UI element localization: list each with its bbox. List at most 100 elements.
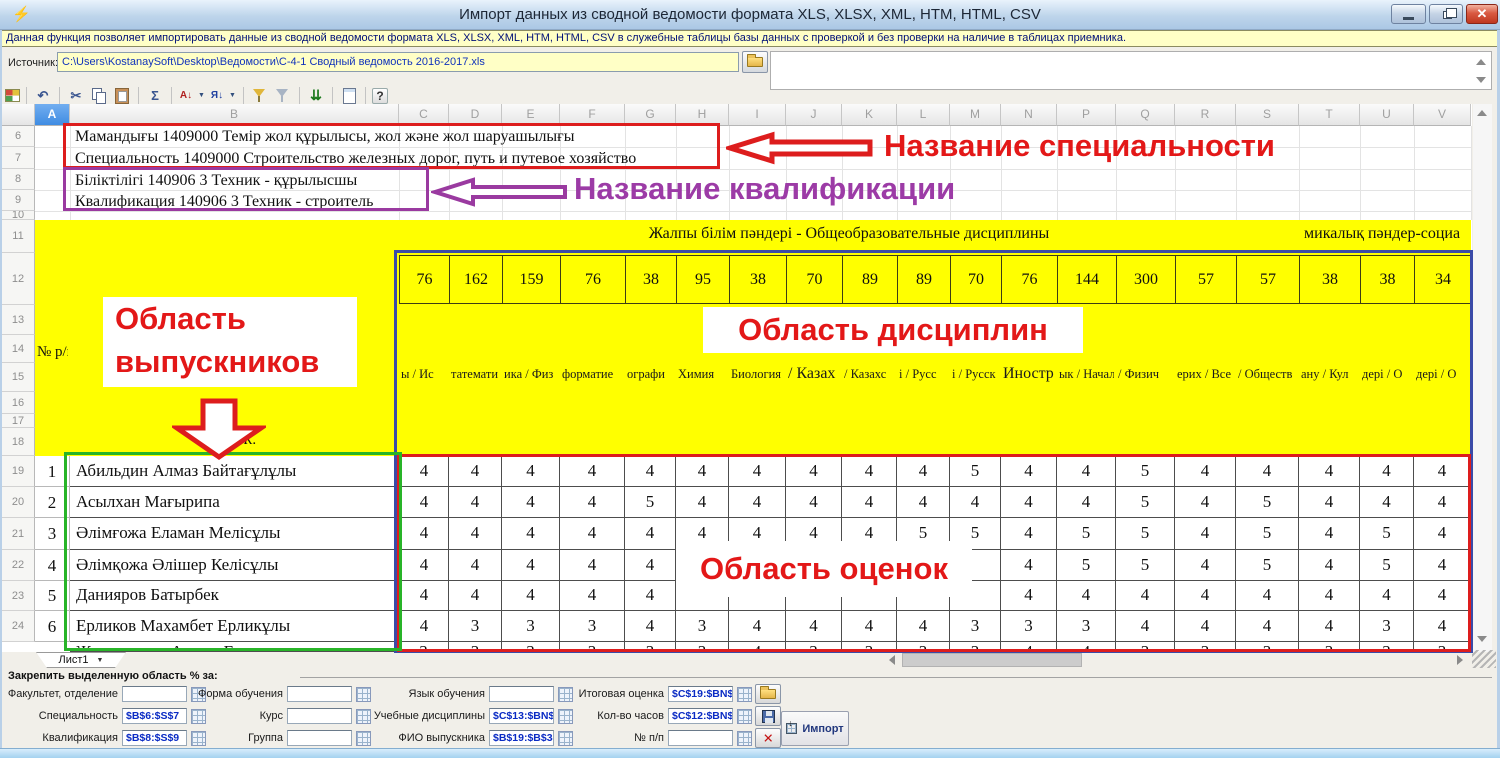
discipline-cell[interactable]: / Обществ <box>1238 367 1293 381</box>
grade-cell[interactable]: 4 <box>786 611 842 642</box>
close-button[interactable]: ✕ <box>1466 4 1498 24</box>
qualification-row-kz[interactable]: Біліктілігі 140906 3 Техник - құрылысшы <box>75 172 358 189</box>
discipline-cell[interactable]: / Казахс <box>844 367 887 381</box>
sheet-tab[interactable]: Лист1 ▼ <box>36 652 126 668</box>
grade-cell[interactable]: 3 <box>449 611 502 642</box>
column-header[interactable]: V <box>1414 104 1471 126</box>
grade-cell[interactable]: 4 <box>560 456 625 487</box>
row-header[interactable]: 15 <box>2 363 35 392</box>
column-header[interactable]: Q <box>1116 104 1175 126</box>
hours-cell[interactable]: 76 <box>560 255 626 304</box>
row-header[interactable]: 20 <box>2 487 35 518</box>
discipline-cell[interactable]: ану / Кул <box>1301 367 1349 381</box>
sort-desc-caret-icon[interactable]: ▼ <box>229 92 236 99</box>
column-header[interactable]: S <box>1236 104 1299 126</box>
paste-icon[interactable] <box>112 87 132 105</box>
grade-cell[interactable]: 4 <box>1236 581 1299 611</box>
grade-cell[interactable]: 4 <box>502 456 560 487</box>
grade-cell[interactable]: 4 <box>1001 518 1057 550</box>
v-scrollbar[interactable] <box>1473 104 1492 652</box>
grade-cell[interactable]: 4 <box>502 518 560 550</box>
specialty-row-ru[interactable]: Специальность 1409000 Строительство желе… <box>75 150 637 167</box>
h-scrollbar-thumb[interactable] <box>902 653 1082 667</box>
grade-cell[interactable]: 4 <box>1360 487 1414 518</box>
column-header[interactable]: N <box>1001 104 1057 126</box>
grade-cell[interactable]: 5 <box>1116 518 1175 550</box>
grade-cell[interactable]: 4 <box>1299 518 1360 550</box>
row-header[interactable]: 13 <box>2 305 35 335</box>
grade-cell[interactable]: 4 <box>729 456 786 487</box>
restore-button[interactable] <box>1429 4 1463 24</box>
comment-scroll-up-icon[interactable] <box>1473 55 1489 69</box>
discipline-cell[interactable]: дері / О <box>1362 367 1403 381</box>
grade-cell[interactable]: 4 <box>786 456 842 487</box>
grade-cell[interactable] <box>950 581 1001 611</box>
column-header[interactable]: P <box>1057 104 1116 126</box>
grade-cell[interactable]: 5 <box>1360 550 1414 581</box>
grade-cell[interactable]: 4 <box>1175 518 1236 550</box>
grade-cell[interactable]: 4 <box>786 487 842 518</box>
grade-cell[interactable]: 3 <box>1360 611 1414 642</box>
field-input[interactable]: $B$8:$S$9 <box>122 730 187 746</box>
row-header[interactable]: 18 <box>2 428 35 456</box>
export-excel-icon[interactable]: ⇊ <box>310 87 322 103</box>
student-name-cell[interactable]: Данияров Батырбек <box>70 581 399 611</box>
discipline-cell[interactable]: татемати <box>451 367 499 381</box>
grade-cell[interactable]: 4 <box>625 550 676 581</box>
grade-cell[interactable]: 4 <box>1299 487 1360 518</box>
grade-cell[interactable]: 4 <box>1001 487 1057 518</box>
grade-cell[interactable]: 4 <box>897 487 950 518</box>
grade-cell[interactable]: 4 <box>1360 456 1414 487</box>
grade-cell[interactable]: 4 <box>842 456 897 487</box>
comment-box[interactable] <box>770 51 1492 90</box>
grade-cell[interactable]: 4 <box>1057 456 1116 487</box>
grade-cell[interactable]: 3 <box>950 611 1001 642</box>
hours-cell[interactable]: 70 <box>786 255 843 304</box>
scroll-up-icon[interactable] <box>1474 106 1490 120</box>
row-header[interactable]: 14 <box>2 335 35 363</box>
column-header[interactable]: U <box>1360 104 1414 126</box>
grade-cell[interactable]: 4 <box>1175 487 1236 518</box>
row-header[interactable]: 19 <box>2 456 35 487</box>
grade-cell[interactable]: 3 <box>676 611 729 642</box>
range-picker-icon[interactable] <box>737 687 752 702</box>
column-header[interactable]: J <box>786 104 842 126</box>
scroll-left-icon[interactable] <box>884 653 900 667</box>
grade-cell[interactable]: 5 <box>1057 518 1116 550</box>
grade-cell[interactable]: 5 <box>1236 550 1299 581</box>
grade-cell[interactable]: 4 <box>1299 550 1360 581</box>
grade-cell[interactable]: 4 <box>1299 581 1360 611</box>
grade-cell[interactable]: 4 <box>1001 456 1057 487</box>
column-header[interactable]: R <box>1175 104 1236 126</box>
row-header[interactable]: 16 <box>2 392 35 414</box>
student-name-cell[interactable]: Жумагелдин Акжол Ержанулы <box>70 642 399 652</box>
browse-folder-button[interactable] <box>742 51 768 73</box>
grade-cell[interactable]: 4 <box>625 456 676 487</box>
grade-cell[interactable]: 4 <box>897 611 950 642</box>
field-input[interactable]: $B$6:$S$7 <box>122 708 187 724</box>
grade-cell[interactable]: 4 <box>502 550 560 581</box>
grade-cell[interactable]: 4 <box>897 456 950 487</box>
grade-cell[interactable]: 4 <box>729 487 786 518</box>
range-picker-icon[interactable] <box>737 709 752 724</box>
minimize-button[interactable] <box>1391 4 1426 24</box>
grade-cell[interactable]: 4 <box>1360 581 1414 611</box>
scroll-right-icon[interactable] <box>1452 653 1468 667</box>
grade-cell[interactable]: 4 <box>1175 550 1236 581</box>
grade-cell[interactable]: 4 <box>560 518 625 550</box>
grade-cell[interactable]: 4 <box>625 611 676 642</box>
grade-cell[interactable]: 5 <box>1360 518 1414 550</box>
column-header-a[interactable]: A <box>35 104 70 126</box>
select-all-corner[interactable] <box>2 104 35 126</box>
hours-cell[interactable]: 57 <box>1236 255 1300 304</box>
row-header[interactable]: 7 <box>2 147 35 169</box>
row-header[interactable]: 23 <box>2 581 35 611</box>
hours-cell[interactable]: 300 <box>1116 255 1176 304</box>
scroll-down-icon[interactable] <box>1474 632 1490 646</box>
student-name-cell[interactable]: Ерликов Махамбет Ерликұлы <box>70 611 399 642</box>
grade-cell[interactable]: 5 <box>1236 487 1299 518</box>
grade-cell[interactable]: 4 <box>502 487 560 518</box>
discipline-cell[interactable]: / Физич <box>1118 367 1160 381</box>
grade-cell[interactable]: 5 <box>1057 550 1116 581</box>
grade-cell[interactable]: 4 <box>560 487 625 518</box>
